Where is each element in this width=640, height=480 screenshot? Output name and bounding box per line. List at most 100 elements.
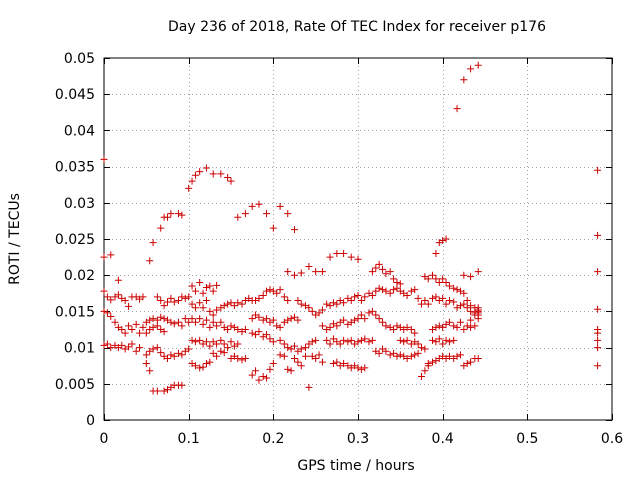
- data-point: [354, 315, 362, 323]
- data-point: [442, 300, 450, 308]
- data-point: [238, 300, 246, 308]
- y-tick-label: 0.05: [64, 51, 95, 67]
- data-point: [191, 362, 199, 370]
- data-point: [199, 363, 207, 371]
- data-point: [396, 336, 404, 344]
- data-point: [453, 105, 461, 113]
- data-point: [411, 329, 419, 337]
- data-point: [191, 171, 199, 179]
- data-point: [263, 374, 271, 382]
- data-point: [460, 326, 468, 333]
- data-point: [323, 336, 331, 344]
- data-point: [390, 286, 398, 294]
- data-point: [185, 318, 193, 326]
- data-point: [284, 316, 292, 324]
- data-point: [224, 300, 232, 308]
- data-point: [390, 326, 398, 333]
- data-point: [390, 349, 398, 357]
- data-point: [269, 360, 277, 368]
- data-point: [227, 177, 235, 185]
- data-point: [400, 338, 408, 346]
- data-point: [432, 338, 440, 346]
- data-point: [181, 294, 189, 302]
- data-point: [227, 299, 235, 307]
- data-point: [315, 351, 323, 359]
- data-point: [132, 320, 140, 328]
- data-point: [467, 358, 475, 366]
- data-point: [382, 322, 390, 330]
- data-point: [234, 299, 242, 307]
- data-point: [450, 284, 458, 292]
- data-point: [224, 344, 232, 352]
- data-point: [442, 278, 450, 286]
- data-point: [354, 364, 362, 372]
- data-point: [125, 343, 133, 351]
- data-point: [424, 275, 432, 283]
- data-point: [149, 239, 157, 247]
- x-axis-label: GPS time / hours: [297, 458, 414, 474]
- data-point: [202, 284, 210, 292]
- data-point: [474, 354, 482, 362]
- data-point: [178, 293, 186, 301]
- data-point: [196, 168, 204, 176]
- chart-title: Day 236 of 2018, Rate Of TEC Index for r…: [168, 19, 546, 35]
- data-point: [308, 307, 316, 315]
- data-point: [191, 318, 199, 326]
- data-point: [149, 315, 157, 323]
- data-point: [340, 360, 348, 368]
- data-point: [121, 297, 129, 305]
- data-point: [594, 336, 602, 344]
- data-point: [263, 331, 271, 339]
- data-point: [111, 318, 119, 326]
- data-point: [178, 211, 186, 219]
- data-point: [234, 213, 242, 221]
- data-point: [241, 326, 249, 333]
- data-point: [340, 299, 348, 307]
- data-point: [220, 340, 228, 348]
- data-point: [594, 268, 602, 276]
- x-tick-label: 0: [100, 431, 109, 447]
- data-point: [386, 289, 394, 297]
- y-tick-label: 0.04: [64, 123, 95, 139]
- axis-ticks: [104, 58, 613, 421]
- data-point: [435, 278, 443, 286]
- data-point: [191, 287, 199, 295]
- data-point: [181, 315, 189, 323]
- data-point: [418, 344, 425, 352]
- data-point: [217, 336, 225, 344]
- data-point: [439, 275, 447, 283]
- data-point: [450, 298, 458, 306]
- data-point: [206, 323, 214, 331]
- data-point: [136, 344, 144, 352]
- data-point: [594, 329, 602, 337]
- data-point: [100, 155, 108, 163]
- data-point: [474, 309, 482, 317]
- data-point: [365, 338, 373, 346]
- data-point: [326, 253, 334, 261]
- data-point: [453, 323, 461, 331]
- data-point: [333, 300, 341, 308]
- data-point: [157, 349, 165, 357]
- data-point: [594, 362, 602, 370]
- data-point: [326, 340, 334, 348]
- data-point: [375, 349, 383, 357]
- data-point: [107, 312, 115, 320]
- data-point: [429, 358, 437, 366]
- data-point: [474, 268, 482, 276]
- data-point: [175, 210, 183, 218]
- data-point: [463, 297, 471, 305]
- data-point: [248, 329, 256, 337]
- data-point: [178, 351, 186, 359]
- data-point: [209, 318, 217, 326]
- data-point: [255, 294, 263, 302]
- data-point: [403, 336, 411, 344]
- data-point: [445, 338, 453, 346]
- data-point: [329, 299, 337, 307]
- data-point: [217, 318, 225, 326]
- data-point: [227, 338, 235, 346]
- data-point: [202, 360, 210, 368]
- data-point: [164, 354, 171, 362]
- y-tick-label: 0.025: [55, 232, 95, 248]
- data-point: [368, 291, 376, 299]
- data-point: [357, 311, 365, 319]
